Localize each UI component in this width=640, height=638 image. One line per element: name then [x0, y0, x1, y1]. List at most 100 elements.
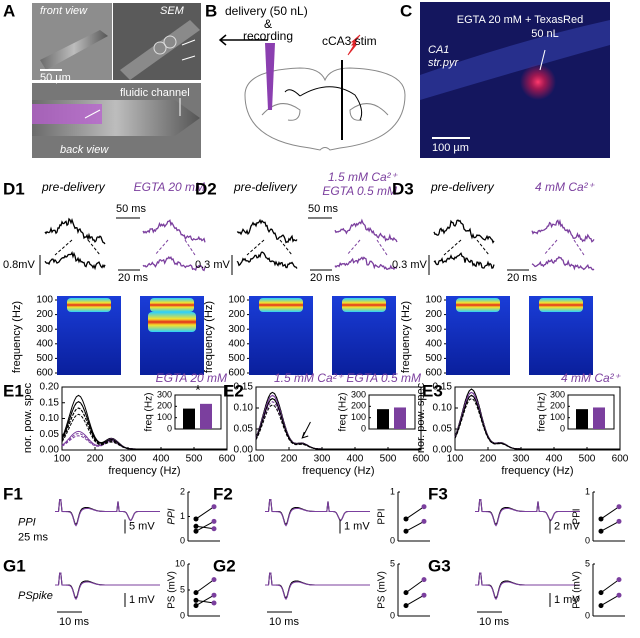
condition-label: pre-delivery — [41, 180, 106, 194]
x-tick-label: 500 — [186, 454, 203, 465]
pair-line — [195, 525, 215, 530]
panel-label: D1 — [3, 179, 25, 198]
photo-label: back view — [60, 144, 109, 156]
guide — [476, 239, 490, 256]
guide — [279, 239, 293, 256]
y-tick-label: 600 — [36, 368, 53, 379]
annotation: delivery (50 nL) — [225, 4, 308, 18]
significance: * — [195, 382, 201, 398]
pair-point — [211, 526, 217, 532]
y-tick-label: 0 — [585, 610, 590, 620]
trace — [265, 572, 370, 601]
y-tick-label: 0.20 — [40, 382, 60, 393]
y-tick-label: 200 — [351, 401, 366, 411]
spectrum-curve — [454, 394, 620, 450]
panel-label: E3 — [422, 381, 443, 400]
pair-point — [421, 518, 427, 524]
scale-label: 2 mV — [554, 520, 580, 532]
trace — [531, 218, 595, 243]
x-tick-label: 400 — [153, 454, 170, 465]
condition-label: EGTA 20 mM — [134, 180, 205, 194]
x-tick-label: 100 — [248, 454, 265, 465]
condition-label: pre-delivery — [233, 180, 298, 194]
brain-outline — [244, 67, 406, 151]
condition-label: pre-delivery — [430, 180, 495, 194]
y-tick-label: 300 — [550, 389, 565, 399]
y-tick-label: 600 — [228, 368, 245, 379]
hippocampus — [349, 103, 389, 121]
scale-label: 10 ms — [269, 616, 299, 628]
x-tick-label: 600 — [219, 454, 236, 465]
pair-point — [598, 590, 604, 596]
scale-label: 1 mV — [344, 520, 370, 532]
pair-line — [195, 520, 215, 532]
x-tick-label: 300 — [120, 454, 137, 465]
annotation: CA1 — [428, 44, 449, 56]
bar — [377, 409, 389, 429]
panel-a: A front view SEM 50 µm fluidic channel b… — [3, 1, 201, 158]
y-tick-label: 2 — [180, 486, 185, 496]
pathway — [284, 89, 301, 97]
axis-label: nor. pow. spec — [415, 382, 427, 453]
inset-frame — [567, 394, 615, 430]
x-tick-label: 500 — [579, 454, 596, 465]
pair-point — [211, 592, 217, 598]
scale-label: 10 ms — [59, 616, 89, 628]
y-tick-label: 0.00 — [40, 445, 60, 456]
pair-point — [616, 504, 622, 510]
pair-point — [193, 528, 199, 534]
channel — [153, 41, 167, 55]
pair-point — [403, 590, 409, 596]
axis-label: PS (mV) — [377, 571, 388, 609]
axis-label: freq (Hz) — [144, 393, 155, 432]
x-tick-label: 100 — [54, 454, 71, 465]
pair-point — [211, 577, 217, 583]
plot-frame — [454, 386, 621, 451]
y-tick-label: 0.05 — [433, 424, 453, 435]
probe — [265, 43, 275, 110]
annotation: EGTA 20 mM + TexasRed — [457, 14, 583, 26]
bar — [200, 403, 212, 429]
pair-line — [600, 506, 620, 520]
scale-label: 100 µm — [432, 142, 469, 154]
axis-label: freq (Hz) — [537, 393, 548, 432]
power-band — [342, 298, 386, 312]
trace — [236, 251, 298, 269]
panel-label: G1 — [3, 556, 26, 575]
pair-line — [600, 594, 620, 607]
pathway — [299, 86, 363, 121]
row-label: PPI — [18, 516, 36, 528]
y-tick-label: 0.00 — [433, 445, 453, 456]
panel-label: D3 — [392, 179, 414, 198]
y-tick-label: 0 — [361, 423, 366, 433]
axis-label: frequency (Hz) — [302, 465, 374, 477]
pair-line — [405, 579, 425, 594]
trace — [236, 218, 298, 244]
trace — [334, 256, 398, 271]
spectrum-curve — [255, 398, 421, 450]
y-tick-label: 500 — [425, 353, 442, 364]
arrow — [84, 109, 101, 119]
inset-frame — [174, 394, 222, 430]
x-tick-label: 300 — [513, 454, 530, 465]
y-tick-label: 1 — [390, 486, 395, 496]
scale-label: 50 ms — [308, 203, 338, 215]
panel-label: G2 — [213, 556, 236, 575]
trace — [55, 572, 160, 601]
spectrum-curve — [61, 433, 227, 450]
pair-point — [403, 603, 409, 609]
spectrum-curve — [61, 435, 227, 450]
bar — [576, 409, 588, 429]
axis-label: frequency (Hz) — [108, 465, 180, 477]
guide — [376, 239, 388, 256]
guide — [154, 239, 169, 256]
scale-label: 50 ms — [116, 203, 146, 215]
pair-point — [598, 528, 604, 534]
pair-point — [616, 518, 622, 524]
panel-label: F1 — [3, 484, 23, 503]
pair-point — [193, 603, 199, 609]
probe-sem — [120, 20, 200, 80]
pair-point — [421, 504, 427, 510]
y-tick-label: 400 — [36, 338, 53, 349]
y-tick-label: 0.10 — [433, 403, 453, 414]
